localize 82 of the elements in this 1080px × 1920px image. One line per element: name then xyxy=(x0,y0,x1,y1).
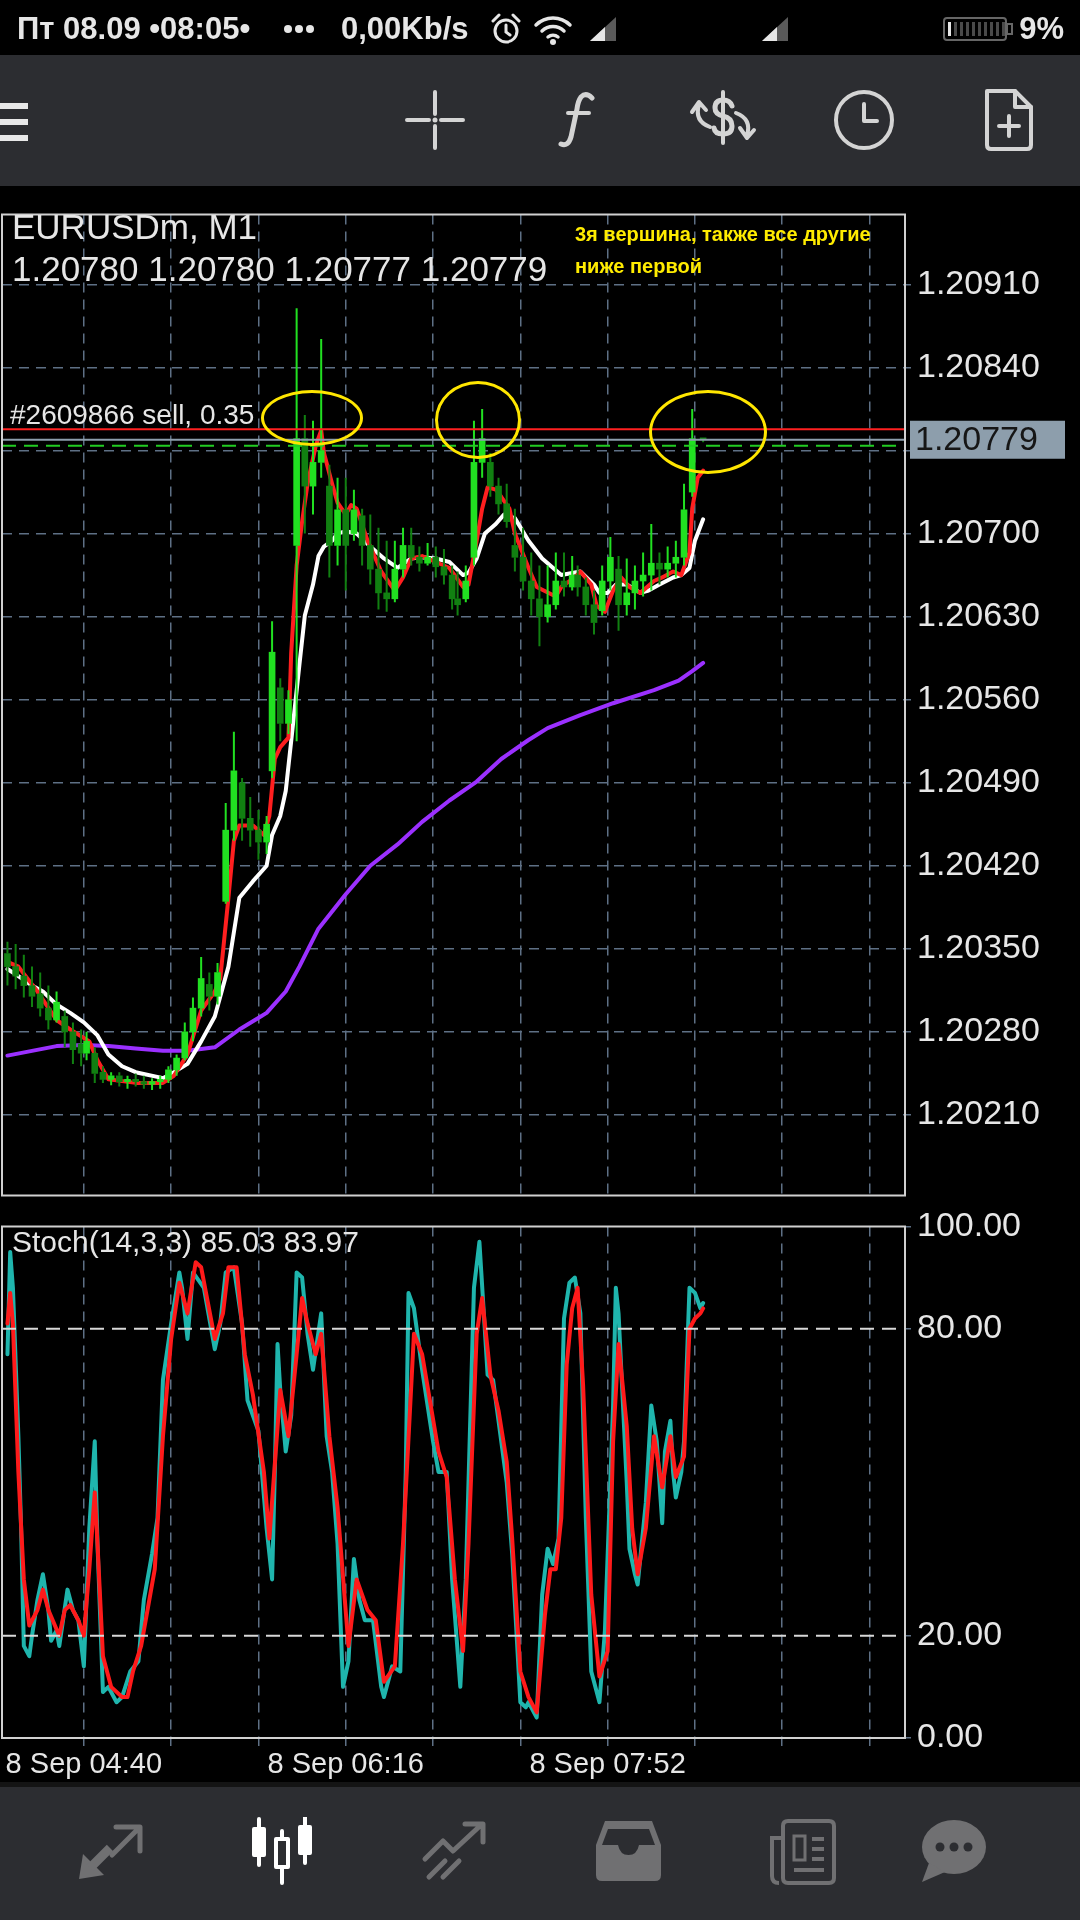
candlestick xyxy=(285,689,292,736)
chart-title: EURUSDm, M1 xyxy=(12,207,258,246)
candlestick xyxy=(598,564,606,617)
y-tick-label: 100.00 xyxy=(917,1204,1021,1243)
chart-title: Stoch(14,3,3) 85.03 83.97 xyxy=(12,1225,359,1258)
candlestick xyxy=(358,507,366,567)
candlestick xyxy=(53,990,60,1024)
candlestick xyxy=(173,1053,180,1077)
candlestick xyxy=(503,482,511,529)
ref-line-label: #2609866 sell, 0.35 xyxy=(10,399,255,431)
candlestick xyxy=(334,476,341,567)
y-tick-label: 1.20350 xyxy=(917,927,1040,966)
candlestick xyxy=(672,539,680,579)
candlestick xyxy=(317,337,325,479)
y-tick-label: 20.00 xyxy=(917,1614,1003,1653)
candlestick xyxy=(424,542,431,567)
candlestick xyxy=(680,482,688,567)
candlestick xyxy=(470,419,478,567)
y-tick-label: 0.00 xyxy=(917,1716,984,1755)
candlestick xyxy=(83,1030,90,1062)
candlestick xyxy=(140,1074,148,1090)
candlestick xyxy=(440,547,448,586)
candlestick xyxy=(293,307,300,743)
ref-line-label: 1.20779 xyxy=(915,419,1038,458)
candlestick xyxy=(326,463,333,579)
y-tick-label: 1.20490 xyxy=(917,761,1040,800)
candlestick xyxy=(375,526,382,611)
candlestick xyxy=(574,564,581,598)
text: Пт 08.09 •08:05• xyxy=(17,11,251,47)
candlestick xyxy=(28,965,36,1008)
candlestick xyxy=(148,1077,156,1092)
candlestick xyxy=(132,1072,140,1088)
candlestick xyxy=(590,589,598,636)
x-tick-label: 8 Sep 07:52 xyxy=(529,1746,686,1781)
text: 0,00Kb/s xyxy=(341,11,469,47)
candlestick xyxy=(664,545,671,579)
candlestick xyxy=(462,564,470,604)
candlestick xyxy=(91,1046,99,1084)
candlestick xyxy=(623,557,631,617)
candlestick xyxy=(607,536,614,592)
candlestick xyxy=(263,814,270,855)
candlestick xyxy=(206,971,213,1012)
candlestick xyxy=(647,523,655,592)
candlestick xyxy=(61,1009,69,1049)
annotation: 3я вершина, также все другие ниже первой xyxy=(575,222,872,279)
candlestick xyxy=(99,1065,107,1084)
candlestick xyxy=(20,953,28,999)
y-tick-label: 1.20910 xyxy=(917,262,1040,301)
x-tick-label: 8 Sep 04:40 xyxy=(5,1746,163,1781)
candlestick xyxy=(124,1074,131,1090)
candlestick xyxy=(615,555,622,632)
candlestick xyxy=(45,984,52,1031)
candlestick xyxy=(342,476,350,592)
candlestick xyxy=(366,513,374,586)
y-tick-label: 80.00 xyxy=(917,1307,1003,1346)
text: 1.20780 1.20780 1.20777 1.20779 xyxy=(12,249,548,288)
candlestick xyxy=(511,507,519,573)
y-tick-label: 1.20700 xyxy=(917,511,1040,550)
y-tick-label: 1.20630 xyxy=(917,594,1040,633)
candlestick xyxy=(582,576,590,617)
candlestick xyxy=(487,451,494,498)
candlestick xyxy=(238,776,246,842)
candlestick xyxy=(181,1021,189,1062)
candlestick xyxy=(276,677,284,743)
candlestick xyxy=(214,962,221,1006)
candlestick xyxy=(656,551,663,586)
y-tick-label: 1.20560 xyxy=(917,678,1040,717)
y-tick-label: 1.20210 xyxy=(917,1093,1040,1132)
candlestick xyxy=(495,476,502,516)
y-tick-label: 1.20280 xyxy=(917,1010,1040,1049)
y-tick-label: 1.20840 xyxy=(917,345,1040,384)
candlestick xyxy=(383,539,390,613)
x-tick-label: 8 Sep 06:16 xyxy=(267,1746,424,1781)
candlestick xyxy=(230,730,238,842)
candlestick xyxy=(268,620,276,779)
candlestick xyxy=(222,801,230,905)
candlestick xyxy=(301,413,309,535)
candlestick xyxy=(350,488,358,542)
y-tick-label: 1.20420 xyxy=(917,844,1040,883)
candlestick xyxy=(36,971,44,1018)
text: 9% xyxy=(1019,11,1064,47)
candlestick xyxy=(432,545,440,579)
